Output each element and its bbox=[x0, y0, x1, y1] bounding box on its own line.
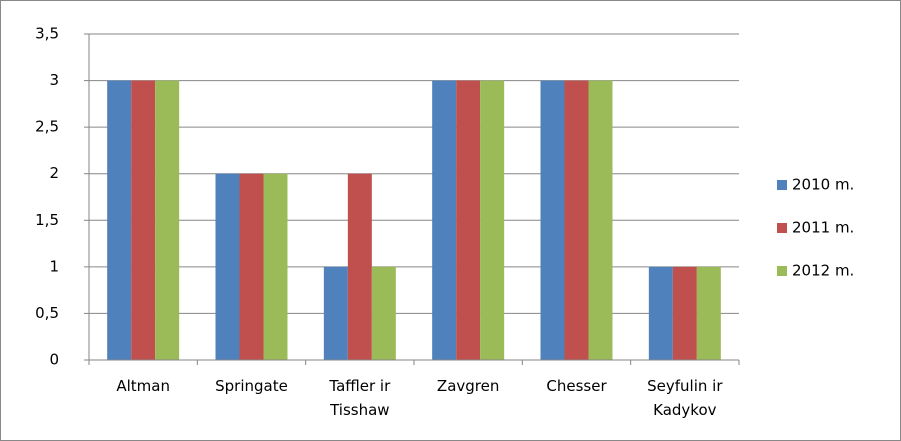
bar bbox=[347, 173, 372, 360]
legend-label: 2012 m. bbox=[792, 262, 854, 280]
bar bbox=[540, 80, 565, 361]
x-tick-label: Altman bbox=[116, 377, 170, 395]
y-tick-label: 0 bbox=[49, 351, 59, 369]
bar bbox=[323, 266, 348, 360]
legend-swatch bbox=[777, 266, 787, 276]
bar bbox=[564, 80, 589, 361]
bar bbox=[588, 80, 613, 361]
x-tick-label: Taffler ir Tisshaw bbox=[329, 377, 391, 419]
y-tick-label: 3 bbox=[49, 71, 59, 89]
bar bbox=[456, 80, 481, 361]
y-tick-label: 2 bbox=[49, 164, 59, 182]
x-tick-label: Seyfulin ir Kadykov bbox=[647, 377, 723, 419]
y-tick-label: 0,5 bbox=[35, 304, 59, 322]
x-tick-label: Springate bbox=[215, 377, 288, 395]
bar bbox=[131, 80, 156, 361]
bar bbox=[696, 266, 721, 360]
bar bbox=[239, 173, 264, 360]
bar bbox=[432, 80, 457, 361]
bar bbox=[107, 80, 132, 361]
bar bbox=[648, 266, 673, 360]
y-tick-label: 3,5 bbox=[35, 25, 59, 43]
bar bbox=[672, 266, 697, 360]
bar bbox=[263, 173, 288, 360]
bar bbox=[215, 173, 240, 360]
bar bbox=[371, 266, 396, 360]
bar bbox=[155, 80, 180, 361]
legend-swatch bbox=[777, 223, 787, 233]
legend-swatch bbox=[777, 180, 787, 190]
legend-label: 2010 m. bbox=[792, 176, 854, 194]
x-tick-label: Zavgren bbox=[436, 377, 500, 395]
bar bbox=[480, 80, 505, 361]
x-tick-label: Chesser bbox=[546, 377, 607, 395]
legend-label: 2011 m. bbox=[792, 219, 854, 237]
y-tick-label: 1,5 bbox=[35, 211, 59, 229]
y-tick-label: 1 bbox=[49, 257, 59, 275]
y-tick-label: 2,5 bbox=[35, 118, 59, 136]
